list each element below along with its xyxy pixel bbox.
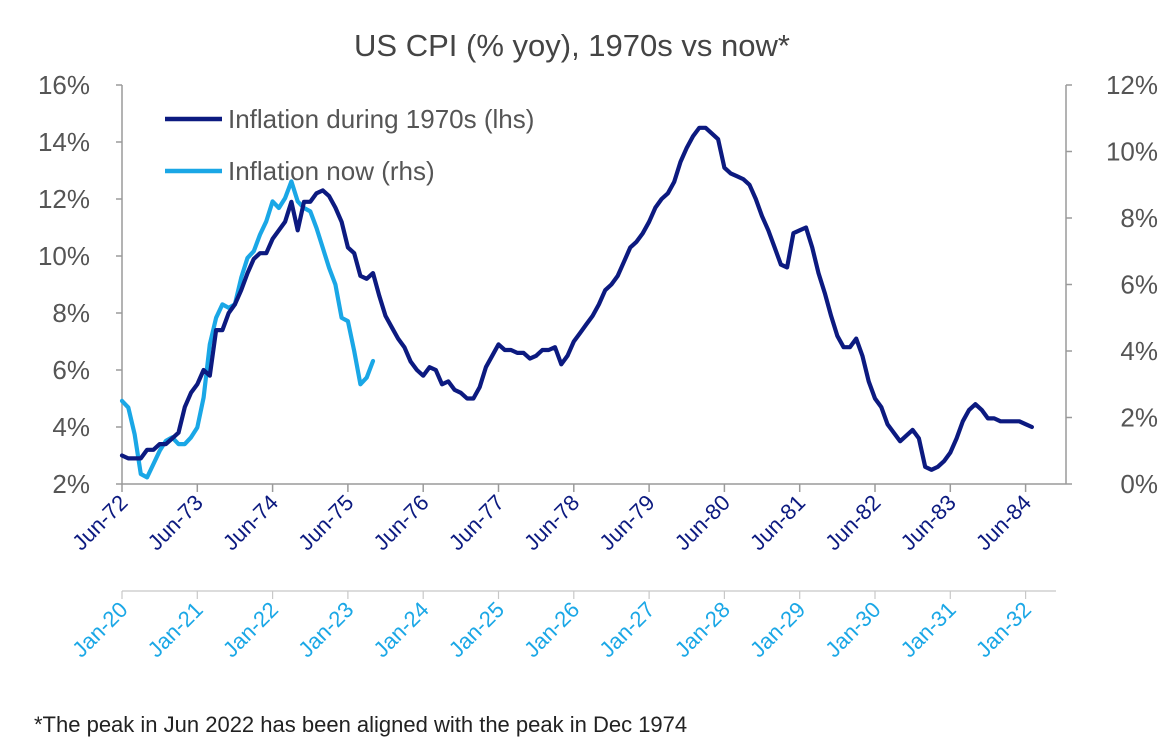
x-axis-bottom: Jan-20 Jan-21 Jan-22 Jan-23 Jan-24 Jan-25 Jan-… (67, 590, 1056, 662)
x-bottom-tick-label: Jan-26 (519, 597, 584, 662)
left-tick-label: 16% (38, 70, 90, 100)
right-tick-label: 12% (1106, 70, 1158, 100)
x-top-tick-label: Jun-73 (143, 490, 208, 555)
right-tick-label: 4% (1120, 336, 1158, 366)
right-tick-label: 0% (1120, 469, 1158, 499)
x-top-tick-label: Jun-80 (670, 490, 735, 555)
series-line-lhs (119, 125, 1035, 472)
footnote: *The peak in Jun 2022 has been aligned w… (34, 712, 687, 737)
legend-label-lhs: Inflation during 1970s (lhs) (228, 104, 534, 134)
left-tick-label: 2% (52, 469, 90, 499)
left-axis: 2% 4% 6% 8% 10% 12% 14% 16% (38, 70, 123, 499)
x-top-tick-label: Jun-74 (218, 490, 283, 555)
left-tick-label: 12% (38, 184, 90, 214)
x-top-tick-label: Jun-75 (293, 490, 358, 555)
left-tick-label: 8% (52, 298, 90, 328)
x-top-tick-label: Jun-76 (368, 490, 433, 555)
chart-title: US CPI (% yoy), 1970s vs now* (354, 28, 790, 63)
x-top-tick-label: Jun-83 (896, 490, 961, 555)
x-top-tick-label: Jun-81 (745, 490, 810, 555)
legend-label-rhs: Inflation now (rhs) (228, 156, 435, 186)
right-axis: 0% 2% 4% 6% 8% 10% 12% (1065, 70, 1158, 499)
right-tick-label: 2% (1120, 403, 1158, 433)
x-bottom-tick-label: Jan-32 (971, 597, 1036, 662)
x-bottom-tick-label: Jan-21 (143, 597, 208, 662)
left-tick-label: 4% (52, 412, 90, 442)
right-tick-label: 10% (1106, 137, 1158, 167)
x-top-tick-label: Jun-78 (519, 490, 584, 555)
x-axis-top: Jun-72 Jun-73 Jun-74 Jun-75 Jun-76 Jun-77 Jun-… (67, 483, 1066, 555)
x-top-tick-label: Jun-84 (971, 490, 1036, 555)
x-top-tick-label: Jun-72 (67, 490, 132, 555)
series-line-rhs (119, 179, 376, 480)
x-bottom-tick-label: Jan-30 (820, 597, 885, 662)
x-bottom-tick-label: Jan-22 (218, 597, 283, 662)
right-tick-label: 8% (1120, 203, 1158, 233)
left-tick-label: 6% (52, 355, 90, 385)
x-bottom-tick-label: Jan-31 (896, 597, 961, 662)
x-bottom-tick-label: Jan-24 (368, 597, 433, 662)
x-bottom-tick-label: Jan-29 (745, 597, 810, 662)
x-top-tick-label: Jun-79 (594, 490, 659, 555)
x-bottom-tick-label: Jan-20 (67, 597, 132, 662)
x-bottom-tick-label: Jan-23 (293, 597, 358, 662)
left-tick-label: 14% (38, 127, 90, 157)
x-top-tick-label: Jun-77 (444, 490, 509, 555)
left-tick-label: 10% (38, 241, 90, 271)
x-bottom-tick-label: Jan-27 (594, 597, 659, 662)
x-bottom-tick-label: Jan-25 (444, 597, 509, 662)
x-top-tick-label: Jun-82 (820, 490, 885, 555)
legend: Inflation during 1970s (lhs) Inflation n… (165, 104, 534, 186)
x-bottom-tick-label: Jan-28 (670, 597, 735, 662)
right-tick-label: 6% (1120, 270, 1158, 300)
